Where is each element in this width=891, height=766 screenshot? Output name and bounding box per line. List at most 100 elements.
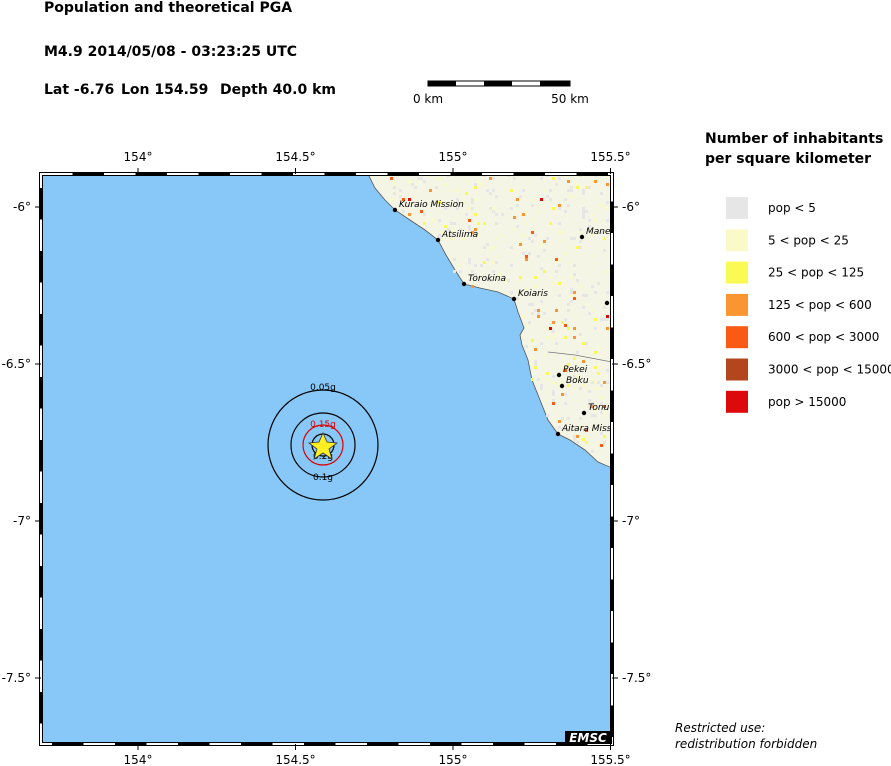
pop-cell [537,378,540,381]
pop-cell [558,384,561,387]
pop-cell [579,246,582,249]
pop-cell [471,234,474,237]
pop-cell [462,201,465,204]
pop-cell [444,207,447,210]
pop-cell [474,198,477,201]
pop-cell [393,180,396,183]
pop-cell [573,291,576,294]
pop-cell [555,333,558,336]
pop-cell [540,198,543,201]
pop-cell [507,279,510,282]
pop-cell [495,261,498,264]
scale-seg [428,81,456,86]
pop-cell [573,297,576,300]
pop-cell [465,180,468,183]
pop-cell [555,258,558,261]
scale-label: 0 km [413,92,443,106]
pop-cell [582,429,585,432]
pop-cell [525,288,528,291]
pop-cell [468,261,471,264]
pop-cell [393,183,396,186]
pop-cell [558,264,561,267]
pop-cell [483,222,486,225]
pop-cell [486,258,489,261]
pop-cell [561,381,564,384]
pop-cell [570,195,573,198]
pop-cell [534,276,537,279]
pop-cell [531,219,534,222]
pop-cell [567,327,570,330]
legend-label: 25 < pop < 125 [768,266,864,280]
pop-cell [564,369,567,372]
pop-cell [489,207,492,210]
pop-cell [525,255,528,258]
pop-cell [558,294,561,297]
pop-cell [468,207,471,210]
pop-cell [549,327,552,330]
pop-cell [606,426,609,429]
pop-cell [522,213,525,216]
pop-cell [423,222,426,225]
pop-cell [597,381,600,384]
pop-cell [546,327,549,330]
lat-label: -6.5° [622,357,651,371]
pop-cell [546,414,549,417]
pop-cell [462,237,465,240]
pop-cell [393,186,396,189]
pop-cell [567,261,570,264]
pop-cell [555,342,558,345]
pop-cell [456,198,459,201]
pop-cell [576,279,579,282]
note: Restricted use: [675,721,765,735]
pop-cell [468,225,471,228]
pop-cell [453,270,456,273]
pop-cell [591,405,594,408]
pop-cell [573,387,576,390]
pop-cell [402,198,405,201]
pop-cell [543,270,546,273]
lat-label: -7° [13,514,31,528]
pop-cell [582,342,585,345]
pop-cell [432,219,435,222]
title: Population and theoretical PGA [44,0,292,16]
pop-cell [534,285,537,288]
pop-cell [591,213,594,216]
city-dot [559,383,565,389]
pop-cell [606,270,609,273]
pop-cell [564,366,567,369]
pop-cell [492,270,495,273]
lat-label: -7.5° [2,671,31,685]
pop-cell [567,189,570,192]
pop-cell [600,231,603,234]
pop-cell [543,240,546,243]
pop-cell [438,177,441,180]
pop-cell [402,210,405,213]
pop-cell [606,429,609,432]
pop-cell [594,318,597,321]
pop-cell [555,309,558,312]
pop-cell [570,237,573,240]
pga-label: 0.15g [310,420,336,430]
pop-cell [594,387,597,390]
city-dot [461,281,467,287]
logo-bg [565,731,612,744]
pop-cell [399,189,402,192]
pop-cell [495,222,498,225]
lon-label: 155.5° [590,150,630,164]
depth: Depth 40.0 km [220,82,336,98]
pop-cell [582,189,585,192]
pga-ring [290,412,356,478]
pop-cell [600,411,603,414]
pop-cell [603,435,606,438]
lat-label: -7.5° [622,671,651,685]
pop-cell [429,189,432,192]
pop-cell [552,282,555,285]
pop-cell [582,294,585,297]
pop-cell [423,180,426,183]
pop-cell [516,297,519,300]
pop-cell [450,237,453,240]
pop-cell [525,345,528,348]
pop-cell [525,324,528,327]
pop-cell [546,195,549,198]
lon-label: 154.5° [275,150,315,164]
